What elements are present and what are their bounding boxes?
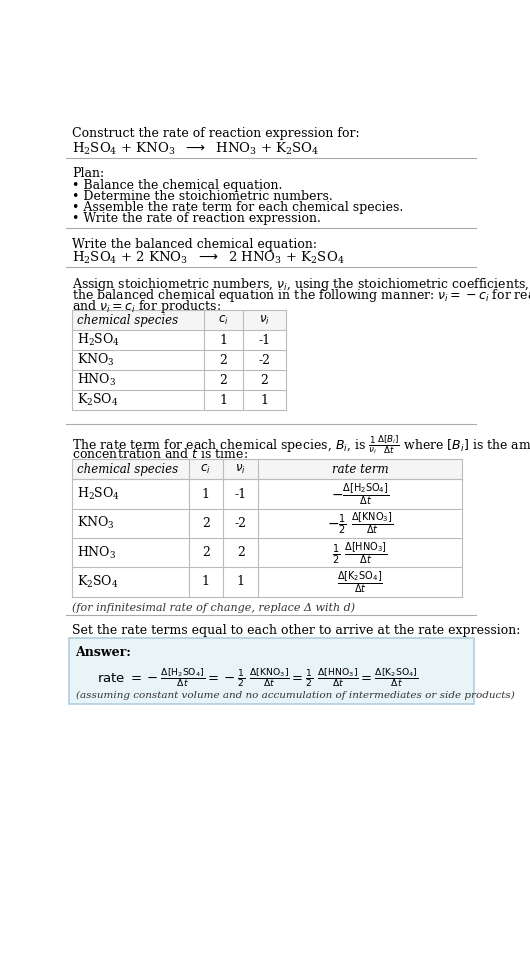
Text: Set the rate terms equal to each other to arrive at the rate expression:: Set the rate terms equal to each other t…: [73, 624, 521, 637]
Text: $\mathregular{H_2SO_4}$ + 2 $\mathregular{KNO_3}$  $\longrightarrow$  2 $\mathre: $\mathregular{H_2SO_4}$ + 2 $\mathregula…: [73, 250, 345, 267]
Text: 1: 1: [219, 333, 227, 347]
Text: $\frac{1}{2}\ \frac{\Delta[\mathregular{HNO_3}]}{\Delta t}$: $\frac{1}{2}\ \frac{\Delta[\mathregular{…: [332, 540, 388, 565]
Text: (assuming constant volume and no accumulation of intermediates or side products): (assuming constant volume and no accumul…: [76, 691, 514, 700]
Text: $\mathregular{HNO_3}$: $\mathregular{HNO_3}$: [77, 545, 116, 561]
Text: 2: 2: [219, 354, 227, 367]
Text: $\mathregular{K_2SO_4}$: $\mathregular{K_2SO_4}$: [77, 574, 119, 590]
Text: Write the balanced chemical equation:: Write the balanced chemical equation:: [73, 238, 317, 251]
Text: 2: 2: [202, 546, 210, 560]
Text: • Balance the chemical equation.: • Balance the chemical equation.: [73, 179, 283, 192]
Text: $-\frac{1}{2}\ \frac{\Delta[\mathregular{KNO_3}]}{\Delta t}$: $-\frac{1}{2}\ \frac{\Delta[\mathregular…: [327, 511, 393, 536]
Text: -1: -1: [235, 488, 246, 501]
Text: (for infinitesimal rate of change, replace Δ with d): (for infinitesimal rate of change, repla…: [73, 603, 356, 613]
Text: • Write the rate of reaction expression.: • Write the rate of reaction expression.: [73, 212, 321, 224]
Text: $c_i$: $c_i$: [200, 463, 211, 476]
FancyBboxPatch shape: [69, 638, 474, 705]
Text: -2: -2: [235, 516, 246, 530]
Text: chemical species: chemical species: [77, 314, 178, 326]
Text: rate $= -\frac{\Delta[\mathregular{H_2SO_4}]}{\Delta t}= -\frac{1}{2}\ \frac{\De: rate $= -\frac{\Delta[\mathregular{H_2SO…: [97, 665, 419, 689]
Bar: [73, 310, 286, 330]
Text: the balanced chemical equation in the following manner: $\nu_i = -c_i$ for react: the balanced chemical equation in the fo…: [73, 287, 530, 304]
Text: concentration and $t$ is time:: concentration and $t$ is time:: [73, 447, 249, 462]
Text: and $\nu_i = c_i$ for products:: and $\nu_i = c_i$ for products:: [73, 298, 222, 315]
Text: 1: 1: [202, 488, 210, 501]
Bar: [73, 460, 462, 479]
Text: $\mathregular{K_2SO_4}$: $\mathregular{K_2SO_4}$: [77, 392, 119, 409]
Text: The rate term for each chemical species, $B_i$, is $\frac{1}{\nu_i}\frac{\Delta[: The rate term for each chemical species,…: [73, 433, 530, 456]
Text: $\frac{\Delta[\mathregular{K_2SO_4}]}{\Delta t}$: $\frac{\Delta[\mathregular{K_2SO_4}]}{\D…: [337, 569, 383, 595]
Text: Answer:: Answer:: [76, 646, 131, 659]
Text: $\mathregular{H_2SO_4}$: $\mathregular{H_2SO_4}$: [77, 486, 120, 502]
Text: $c_i$: $c_i$: [218, 314, 229, 326]
Text: $\mathregular{KNO_3}$: $\mathregular{KNO_3}$: [77, 352, 114, 368]
Text: $\mathregular{KNO_3}$: $\mathregular{KNO_3}$: [77, 515, 114, 531]
Text: 1: 1: [236, 575, 245, 588]
Text: $\mathregular{H_2SO_4}$ + $\mathregular{KNO_3}$  $\longrightarrow$  $\mathregula: $\mathregular{H_2SO_4}$ + $\mathregular{…: [73, 141, 320, 157]
Text: 1: 1: [219, 394, 227, 407]
Text: 2: 2: [237, 546, 244, 560]
Text: $\mathregular{H_2SO_4}$: $\mathregular{H_2SO_4}$: [77, 332, 120, 348]
Text: Construct the rate of reaction expression for:: Construct the rate of reaction expressio…: [73, 126, 360, 140]
Text: • Determine the stoichiometric numbers.: • Determine the stoichiometric numbers.: [73, 190, 333, 203]
Text: $\mathregular{HNO_3}$: $\mathregular{HNO_3}$: [77, 372, 116, 388]
Text: 2: 2: [219, 373, 227, 387]
Text: $\nu_i$: $\nu_i$: [259, 314, 270, 326]
Text: -1: -1: [258, 333, 270, 347]
Text: $\nu_i$: $\nu_i$: [235, 463, 246, 476]
Text: 1: 1: [202, 575, 210, 588]
Text: 2: 2: [260, 373, 268, 387]
Text: 1: 1: [260, 394, 268, 407]
Text: rate term: rate term: [332, 463, 388, 476]
Text: Plan:: Plan:: [73, 167, 104, 180]
Text: $-\frac{\Delta[\mathregular{H_2SO_4}]}{\Delta t}$: $-\frac{\Delta[\mathregular{H_2SO_4}]}{\…: [331, 481, 389, 507]
Text: 2: 2: [202, 516, 210, 530]
Text: • Assemble the rate term for each chemical species.: • Assemble the rate term for each chemic…: [73, 201, 404, 214]
Text: chemical species: chemical species: [77, 463, 178, 476]
Text: Assign stoichiometric numbers, $\nu_i$, using the stoichiometric coefficients, $: Assign stoichiometric numbers, $\nu_i$, …: [73, 276, 530, 293]
Text: -2: -2: [258, 354, 270, 367]
